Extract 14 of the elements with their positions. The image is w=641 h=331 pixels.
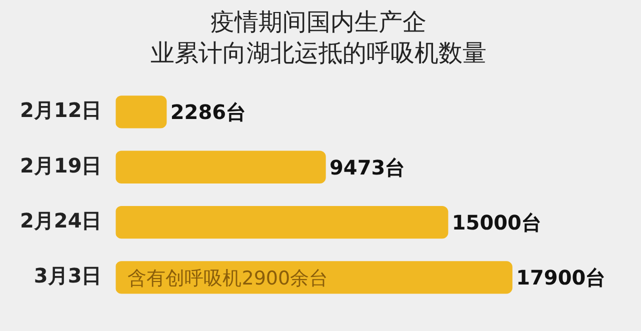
data-label: 2286台 xyxy=(170,100,246,124)
y-tick-label: 2月24日 xyxy=(20,208,102,232)
bar xyxy=(116,206,448,239)
bar xyxy=(116,96,167,128)
y-tick-label: 2月12日 xyxy=(20,98,102,122)
data-label: 9473台 xyxy=(330,155,406,180)
data-label: 15000台 xyxy=(452,210,542,234)
bar xyxy=(116,150,326,184)
y-tick-label: 3月3日 xyxy=(34,264,102,288)
data-label: 17900台 xyxy=(516,266,606,290)
bar xyxy=(116,261,512,294)
annotation: 含有创呼吸机2900余台 xyxy=(128,267,328,290)
chart-title: 疫情期间国内生产企业累计向湖北运抵的呼吸机数量 xyxy=(150,8,486,68)
y-tick-label: 2月19日 xyxy=(20,153,102,178)
